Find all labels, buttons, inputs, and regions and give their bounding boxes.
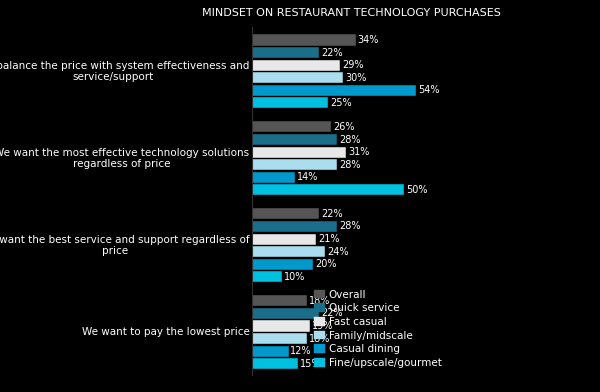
Text: 28%: 28% [339,160,361,170]
Bar [252,308,319,319]
Text: 22%: 22% [321,209,343,219]
Bar [252,34,356,45]
Text: 34%: 34% [358,35,379,45]
Text: We want the most effective technology solutions
regardless of price: We want the most effective technology so… [0,148,250,169]
Bar [252,47,319,58]
Text: We want to pay the lowest price: We want to pay the lowest price [82,327,250,337]
Bar [252,134,337,145]
Bar [252,358,298,369]
Text: 24%: 24% [327,247,349,257]
Bar [252,147,346,158]
Bar [252,209,319,220]
Legend: Overall, Quick service, Fast casual, Family/midscale, Casual dining, Fine/upscal: Overall, Quick service, Fast casual, Fam… [311,287,445,371]
Bar [252,184,404,195]
Bar [252,246,325,257]
Bar [252,320,310,332]
Text: 19%: 19% [312,321,333,331]
Text: We want the best service and support regardless of
price: We want the best service and support reg… [0,234,250,256]
Text: 15%: 15% [299,359,321,369]
Text: 18%: 18% [308,334,330,343]
Bar [252,221,337,232]
Text: We balance the price with system effectiveness and
service/support: We balance the price with system effecti… [0,61,250,82]
Bar [252,60,340,71]
Bar [252,85,416,96]
Text: 12%: 12% [290,346,312,356]
Title: MINDSET ON RESTAURANT TECHNOLOGY PURCHASES: MINDSET ON RESTAURANT TECHNOLOGY PURCHAS… [202,8,500,18]
Bar [252,159,337,170]
Text: 25%: 25% [330,98,352,108]
Bar [252,172,295,183]
Text: 26%: 26% [333,122,355,132]
Bar [252,271,283,282]
Text: 22%: 22% [321,309,343,318]
Bar [252,346,289,357]
Text: 10%: 10% [284,272,305,282]
Bar [252,259,313,270]
Bar [252,97,328,109]
Bar [252,234,316,245]
Text: 29%: 29% [342,60,364,70]
Text: 28%: 28% [339,221,361,231]
Text: 30%: 30% [345,73,367,83]
Text: 28%: 28% [339,134,361,145]
Text: 21%: 21% [318,234,339,244]
Text: 22%: 22% [321,47,343,58]
Bar [252,333,307,344]
Text: 18%: 18% [308,296,330,306]
Text: 54%: 54% [418,85,440,95]
Text: 50%: 50% [406,185,428,195]
Bar [252,122,331,132]
Text: 31%: 31% [348,147,370,157]
Bar [252,295,307,307]
Text: 14%: 14% [296,172,318,182]
Text: 20%: 20% [315,259,336,269]
Bar [252,72,343,83]
